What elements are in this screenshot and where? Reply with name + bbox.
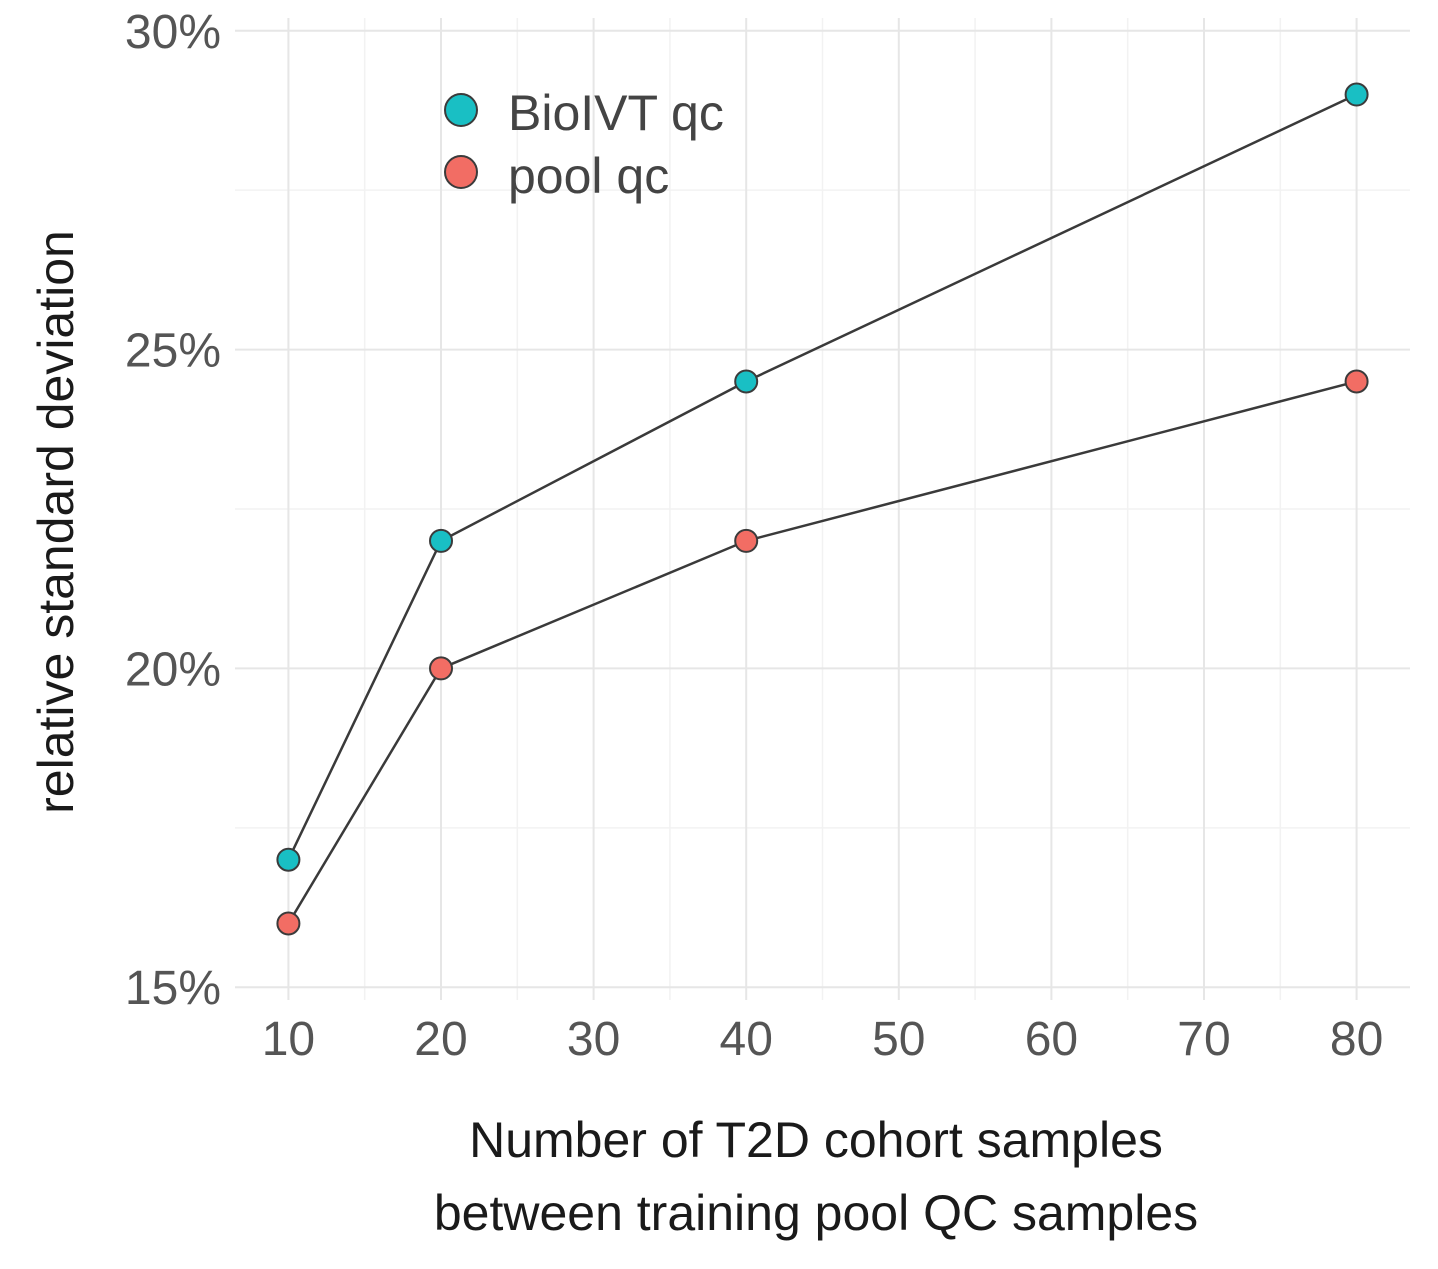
x-tick-label: 20 xyxy=(414,1013,467,1066)
data-point-bioivt-qc xyxy=(429,528,454,553)
data-point-pool-qc xyxy=(276,911,301,936)
series-points xyxy=(276,82,1369,936)
data-point-bioivt-qc xyxy=(1344,82,1369,107)
data-point-bioivt-qc xyxy=(276,847,301,872)
legend-swatch-pool-qc xyxy=(444,155,478,189)
x-tick-label: 80 xyxy=(1330,1013,1383,1066)
x-tick-label: 10 xyxy=(262,1013,315,1066)
legend-label-pool-qc: pool qc xyxy=(508,148,669,204)
y-tick-label: 15% xyxy=(125,962,221,1015)
y-axis-title: relative standard deviation xyxy=(28,230,84,814)
series-line-bioivt-qc xyxy=(287,93,1358,861)
grid xyxy=(235,18,1410,1000)
legend: BioIVT qc pool qc xyxy=(444,85,724,204)
x-tick-label: 70 xyxy=(1177,1013,1230,1066)
data-point-bioivt-qc xyxy=(734,369,759,394)
data-point-pool-qc xyxy=(429,656,454,681)
x-tick-label: 30 xyxy=(567,1013,620,1066)
y-tick-label: 25% xyxy=(125,325,221,378)
x-tick-label: 40 xyxy=(720,1013,773,1066)
legend-label-bioivt-qc: BioIVT qc xyxy=(508,85,724,141)
y-axis-ticks: 15% 20% 25% 30% xyxy=(125,6,221,1015)
data-point-pool-qc xyxy=(734,528,759,553)
series-lines xyxy=(287,93,1358,925)
y-tick-label: 20% xyxy=(125,643,221,696)
data-point-pool-qc xyxy=(1344,369,1369,394)
x-axis-title-line-1: Number of T2D cohort samples xyxy=(469,1112,1163,1168)
x-tick-label: 60 xyxy=(1025,1013,1078,1066)
x-axis-title-line-2: between training pool QC samples xyxy=(434,1185,1198,1241)
series-line-pool-qc xyxy=(287,380,1357,925)
x-tick-label: 50 xyxy=(872,1013,925,1066)
y-tick-label: 30% xyxy=(125,6,221,59)
x-axis-ticks: 10 20 30 40 50 60 70 80 xyxy=(262,1013,1384,1066)
legend-swatch-bioivt-qc xyxy=(444,93,478,127)
